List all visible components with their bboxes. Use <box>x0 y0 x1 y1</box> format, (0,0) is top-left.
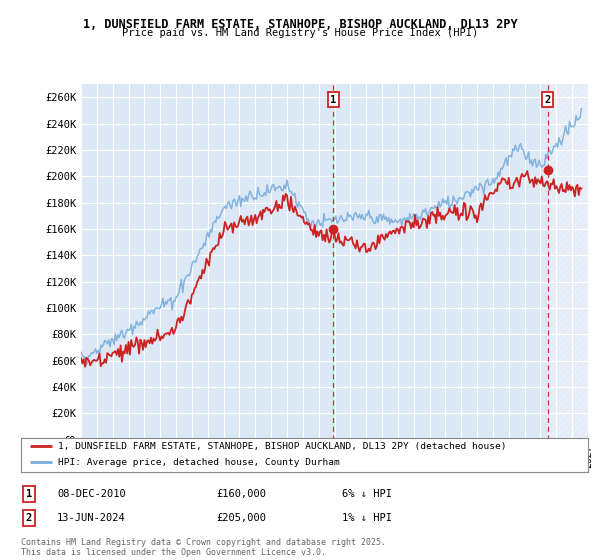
Text: 2: 2 <box>544 95 551 105</box>
Text: 6% ↓ HPI: 6% ↓ HPI <box>342 489 392 499</box>
Text: HPI: Average price, detached house, County Durham: HPI: Average price, detached house, Coun… <box>58 458 340 466</box>
Text: 1% ↓ HPI: 1% ↓ HPI <box>342 513 392 523</box>
Text: 1, DUNSFIELD FARM ESTATE, STANHOPE, BISHOP AUCKLAND, DL13 2PY: 1, DUNSFIELD FARM ESTATE, STANHOPE, BISH… <box>83 18 517 31</box>
Bar <box>548 84 588 440</box>
Text: 1: 1 <box>330 95 337 105</box>
Text: 08-DEC-2010: 08-DEC-2010 <box>57 489 126 499</box>
Text: 1, DUNSFIELD FARM ESTATE, STANHOPE, BISHOP AUCKLAND, DL13 2PY (detached house): 1, DUNSFIELD FARM ESTATE, STANHOPE, BISH… <box>58 442 506 451</box>
Text: Price paid vs. HM Land Registry's House Price Index (HPI): Price paid vs. HM Land Registry's House … <box>122 28 478 38</box>
Text: 2: 2 <box>26 513 32 523</box>
Text: £205,000: £205,000 <box>216 513 266 523</box>
Text: 13-JUN-2024: 13-JUN-2024 <box>57 513 126 523</box>
Text: Contains HM Land Registry data © Crown copyright and database right 2025.
This d: Contains HM Land Registry data © Crown c… <box>21 538 386 557</box>
Text: £160,000: £160,000 <box>216 489 266 499</box>
Text: 1: 1 <box>26 489 32 499</box>
